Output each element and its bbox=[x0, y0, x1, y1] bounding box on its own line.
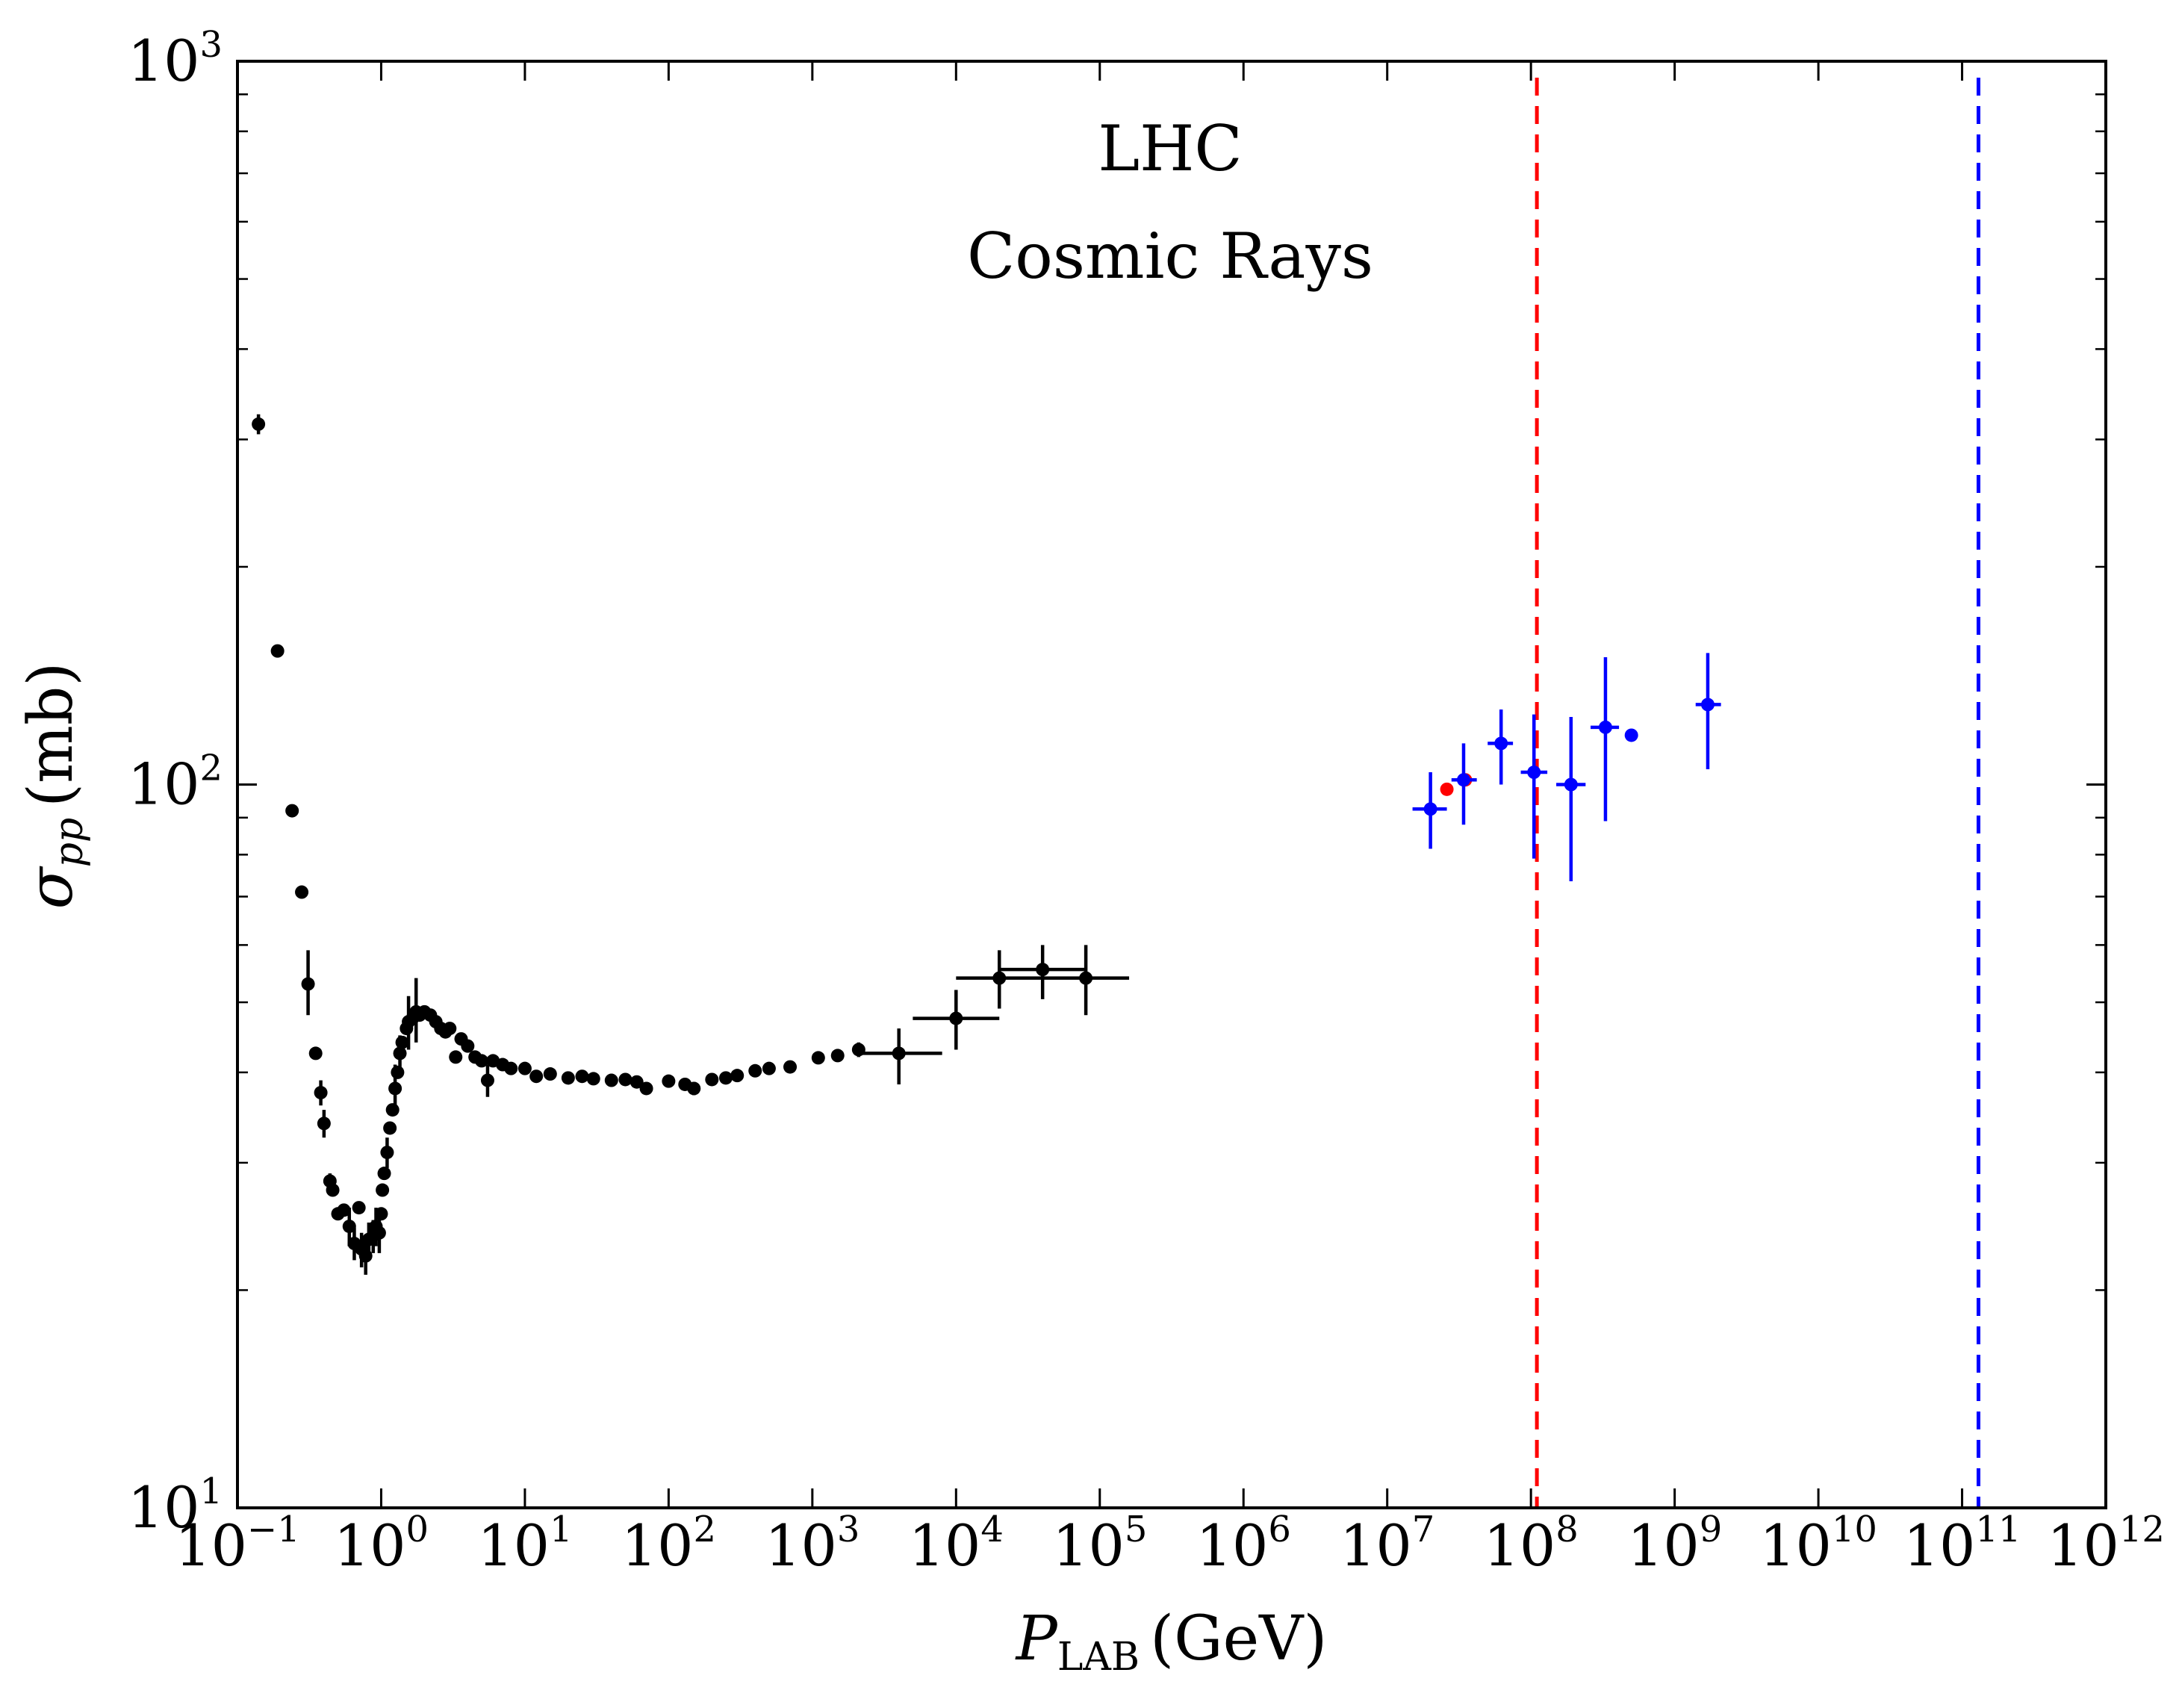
data-point bbox=[388, 1081, 402, 1096]
plot-frame bbox=[236, 60, 2107, 1509]
data-point bbox=[1036, 963, 1050, 977]
data-point bbox=[301, 977, 315, 991]
y-tick-labels: 101 102 103 bbox=[128, 24, 223, 1541]
data-point bbox=[630, 1075, 644, 1089]
data-point bbox=[949, 1011, 963, 1025]
x-tick-label: 105 bbox=[1052, 1509, 1147, 1579]
data-point bbox=[374, 1207, 388, 1221]
y-axis-label: σpp (mb) bbox=[16, 662, 92, 910]
x-tick-label: 106 bbox=[1196, 1509, 1291, 1579]
annotation-cosmic-rays: Cosmic Rays bbox=[967, 220, 1373, 293]
data-point bbox=[730, 1069, 745, 1083]
data-point bbox=[391, 1065, 405, 1079]
data-point bbox=[317, 1117, 331, 1131]
data-point bbox=[1423, 802, 1437, 816]
data-point bbox=[517, 1061, 532, 1075]
data-point bbox=[705, 1072, 719, 1087]
data-point bbox=[383, 1121, 397, 1135]
x-tick-label: 104 bbox=[909, 1509, 1004, 1579]
data-point bbox=[393, 1046, 407, 1060]
data-point bbox=[270, 644, 285, 658]
data-point bbox=[376, 1183, 390, 1197]
data-point bbox=[480, 1073, 494, 1087]
series-0 bbox=[252, 414, 1130, 1275]
reference-lines bbox=[1535, 78, 1980, 1508]
x-tick-label: 1010 bbox=[1759, 1509, 1877, 1579]
data-point bbox=[377, 1167, 391, 1181]
data-point bbox=[586, 1072, 600, 1086]
data-point bbox=[308, 1046, 323, 1060]
data-point bbox=[1079, 971, 1093, 985]
data-point bbox=[1700, 698, 1715, 712]
data-point bbox=[314, 1086, 328, 1100]
x-tick-label: 101 bbox=[477, 1509, 572, 1579]
data-point bbox=[718, 1071, 733, 1085]
data-point bbox=[380, 1146, 394, 1160]
data-point bbox=[395, 1035, 409, 1049]
data-point bbox=[604, 1073, 618, 1087]
data-point bbox=[443, 1022, 457, 1036]
y-axis-label-unit: (mb) bbox=[16, 662, 87, 807]
data-point bbox=[783, 1060, 798, 1074]
data-point bbox=[762, 1061, 776, 1075]
data-point bbox=[1456, 773, 1470, 787]
minor-ticks bbox=[237, 93, 2106, 1291]
x-tick-label: 100 bbox=[334, 1509, 429, 1579]
data-point bbox=[474, 1054, 488, 1068]
y-tick-label: 103 bbox=[128, 24, 223, 94]
y-axis-label-base: σ bbox=[16, 866, 87, 909]
data-point bbox=[385, 1103, 400, 1117]
data-point bbox=[504, 1061, 518, 1075]
x-tick-label: 109 bbox=[1627, 1509, 1722, 1579]
data-point bbox=[1598, 720, 1612, 734]
data-point bbox=[830, 1049, 845, 1063]
data-point bbox=[1624, 728, 1638, 742]
data-point bbox=[561, 1071, 575, 1085]
series-2 bbox=[1412, 653, 1721, 882]
x-axis-label-unit: (GeV) bbox=[1150, 1603, 1327, 1674]
data-point bbox=[461, 1039, 475, 1053]
data-point bbox=[337, 1203, 351, 1217]
data-point bbox=[618, 1072, 632, 1087]
x-tick-label: 10−1 bbox=[175, 1509, 299, 1579]
data-point bbox=[687, 1081, 701, 1096]
data-point bbox=[892, 1046, 906, 1060]
data-point bbox=[1564, 777, 1578, 792]
data-point bbox=[575, 1069, 589, 1084]
data-point bbox=[662, 1074, 676, 1088]
data-point bbox=[748, 1063, 762, 1078]
x-tick-label: 1012 bbox=[2047, 1509, 2165, 1579]
data-point bbox=[449, 1050, 463, 1064]
annotation-lhc: LHC bbox=[1098, 112, 1242, 185]
x-axis-label-base: P bbox=[1015, 1603, 1059, 1674]
data-point bbox=[295, 885, 309, 899]
data-point bbox=[326, 1183, 340, 1197]
x-tick-label: 103 bbox=[765, 1509, 860, 1579]
x-axis-label-sub: LAB bbox=[1057, 1635, 1140, 1680]
data-point bbox=[285, 804, 299, 818]
data-point bbox=[543, 1067, 557, 1081]
data-point bbox=[352, 1201, 366, 1215]
data-point bbox=[529, 1069, 544, 1084]
data-series bbox=[252, 414, 1721, 1275]
x-axis-label: PLAB (GeV) bbox=[1015, 1603, 1328, 1680]
data-point bbox=[1527, 766, 1541, 780]
data-point bbox=[639, 1081, 653, 1096]
data-point bbox=[811, 1051, 825, 1065]
x-tick-label: 107 bbox=[1340, 1509, 1434, 1579]
data-point bbox=[372, 1226, 386, 1240]
x-tick-labels: 10−1 100 101 102 103 104 105 106 107 108 109 1010 10… bbox=[175, 1509, 2165, 1579]
data-point bbox=[252, 417, 266, 431]
data-point bbox=[1440, 782, 1454, 796]
data-point bbox=[1494, 736, 1508, 751]
x-tick-label: 102 bbox=[621, 1509, 716, 1579]
x-tick-label: 1011 bbox=[1903, 1509, 2021, 1579]
y-axis-label-sub: pp bbox=[47, 818, 92, 868]
x-tick-label: 108 bbox=[1484, 1509, 1579, 1579]
y-tick-label: 102 bbox=[128, 748, 223, 818]
y-tick-label: 101 bbox=[128, 1471, 223, 1541]
data-point bbox=[992, 971, 1007, 985]
